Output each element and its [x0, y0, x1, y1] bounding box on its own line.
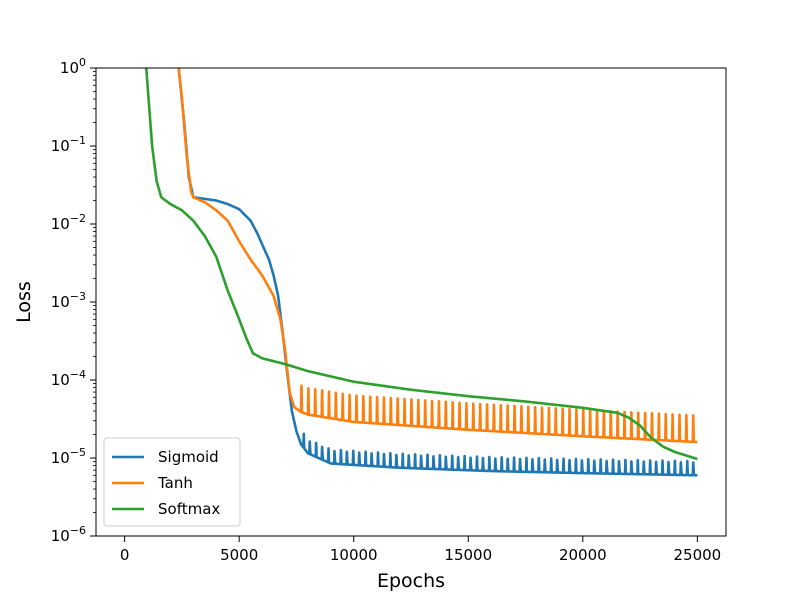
y-tick-label: 10−4: [51, 368, 86, 389]
y-tick-label: 10−5: [51, 446, 86, 467]
x-axis-label: Epochs: [377, 570, 445, 592]
y-tick-label: 10−3: [51, 290, 86, 311]
legend-item-softmax: Softmax: [112, 500, 220, 518]
legend-label: Sigmoid: [158, 448, 219, 466]
y-tick-label: 100: [60, 56, 86, 77]
y-tick-label: 10−1: [51, 134, 86, 155]
y-tick-label: 10−6: [51, 524, 86, 545]
legend-item-sigmoid: Sigmoid: [112, 448, 219, 466]
series-line-softmax: [144, 68, 699, 461]
legend-box: [103, 437, 241, 527]
legend-item-tanh: Tanh: [112, 474, 193, 492]
series-line-tanh: [177, 68, 699, 444]
series-layer: [144, 68, 699, 477]
x-tick-label: 0: [120, 546, 130, 564]
y-axis-label: Loss: [13, 281, 35, 323]
legend-label: Tanh: [157, 474, 193, 492]
series-line-sigmoid: [177, 68, 699, 477]
y-tick-label: 10−2: [51, 212, 86, 233]
x-tick-label: 25000: [674, 546, 722, 564]
x-axis: 0 5000 10000 15000 20000 25000: [120, 536, 721, 564]
legend: Sigmoid Tanh Softmax: [103, 437, 241, 527]
y-axis: 10−6 10−5 10−4 10−3 10−2 10−1 100: [51, 56, 96, 545]
x-tick-label: 10000: [330, 546, 378, 564]
x-tick-label: 15000: [444, 546, 492, 564]
x-tick-label: 20000: [559, 546, 607, 564]
legend-label: Softmax: [158, 500, 220, 518]
x-tick-label: 5000: [220, 546, 258, 564]
